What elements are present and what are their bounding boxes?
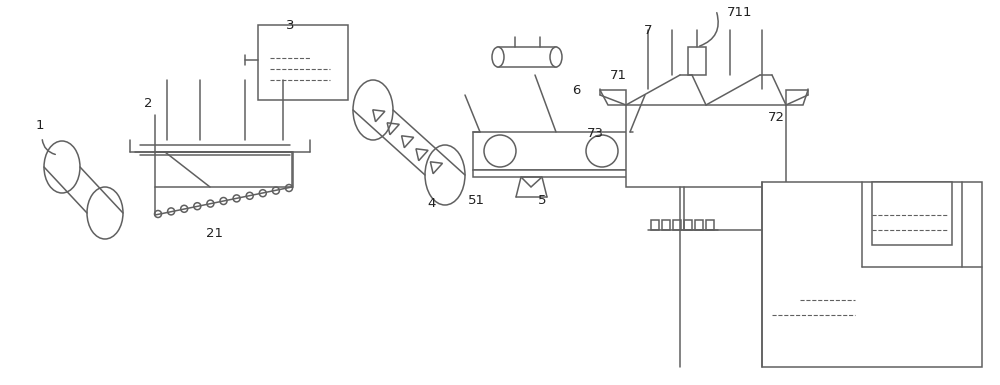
Bar xyxy=(673,220,681,230)
Text: 4: 4 xyxy=(428,196,436,209)
Text: 51: 51 xyxy=(468,194,484,206)
Bar xyxy=(872,182,952,245)
Bar xyxy=(498,47,556,67)
Bar xyxy=(662,220,670,230)
Bar xyxy=(626,105,786,187)
Ellipse shape xyxy=(44,141,80,193)
Bar xyxy=(473,132,633,170)
Bar xyxy=(762,182,982,367)
Text: 71: 71 xyxy=(609,69,626,82)
Ellipse shape xyxy=(87,187,123,239)
Bar xyxy=(684,220,692,230)
Text: 21: 21 xyxy=(206,226,223,239)
Text: 72: 72 xyxy=(767,110,784,124)
Text: 6: 6 xyxy=(572,84,580,97)
Bar xyxy=(258,25,348,100)
Ellipse shape xyxy=(492,47,504,67)
Bar xyxy=(695,220,703,230)
Text: 7: 7 xyxy=(644,23,652,37)
Bar xyxy=(651,220,659,230)
Text: 1: 1 xyxy=(36,119,44,132)
Text: 3: 3 xyxy=(286,18,294,32)
Text: 5: 5 xyxy=(538,194,546,206)
Bar xyxy=(473,170,633,177)
Bar xyxy=(706,220,714,230)
Ellipse shape xyxy=(550,47,562,67)
Bar xyxy=(155,152,293,187)
Ellipse shape xyxy=(425,145,465,205)
Bar xyxy=(688,47,706,75)
Text: 73: 73 xyxy=(586,127,603,139)
Text: 711: 711 xyxy=(727,5,753,18)
Ellipse shape xyxy=(353,80,393,140)
Text: 2: 2 xyxy=(144,97,152,109)
